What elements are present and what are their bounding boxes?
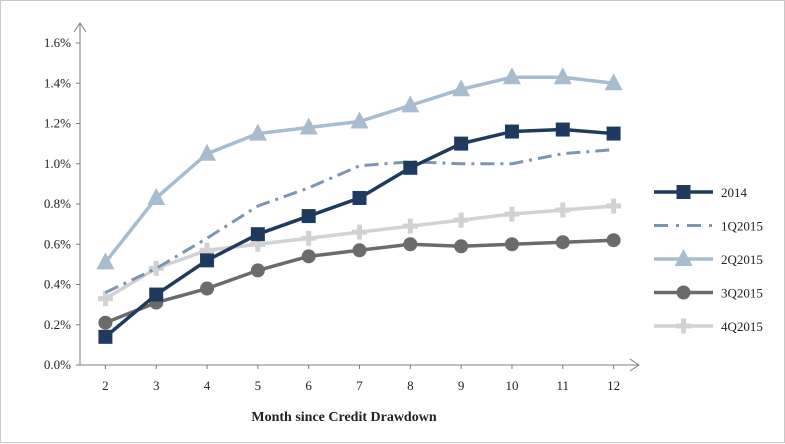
y-tick-label: 1.2% <box>44 116 71 131</box>
legend-item-2q2015: 2Q2015 <box>654 249 763 267</box>
legend-marker-2q2015 <box>674 249 693 266</box>
data-point-2q2015 <box>502 67 521 85</box>
legend-label-3q2015: 3Q2015 <box>721 286 763 301</box>
data-point-2014 <box>504 124 519 139</box>
legend-label-2014: 2014 <box>721 185 748 200</box>
data-point-4q2015 <box>402 218 418 234</box>
data-point-3q2015 <box>555 235 570 250</box>
legend-item-1q2015: 1Q2015 <box>654 219 763 234</box>
data-point-3q2015 <box>250 263 265 278</box>
data-point-4q2015 <box>555 202 571 218</box>
legend-label-4q2015: 4Q2015 <box>721 319 763 334</box>
series-2014 <box>98 122 621 344</box>
x-tick-label: 6 <box>305 378 312 393</box>
data-point-4q2015 <box>250 236 266 252</box>
legend-label-1q2015: 1Q2015 <box>721 219 763 234</box>
x-tick-label: 10 <box>505 378 518 393</box>
data-point-2q2015 <box>452 79 471 97</box>
x-axis-label: Month since Credit Drawdown <box>251 410 436 425</box>
data-point-2q2015 <box>553 67 572 85</box>
data-point-2014 <box>98 329 113 344</box>
y-tick-label: 1.6% <box>44 35 71 50</box>
data-point-2014 <box>301 209 316 224</box>
data-point-3q2015 <box>98 315 113 330</box>
series-3q2015 <box>98 233 621 330</box>
x-tick-label: 3 <box>153 378 160 393</box>
y-tick-label: 0.2% <box>44 317 71 332</box>
data-point-2014 <box>403 160 418 175</box>
axes: 0.0% 0.2% 0.4% 0.6% 0.8% 1.0% 1.2% 1.4% 1.6% 2 3 4 5… <box>44 22 640 393</box>
data-point-2014 <box>250 227 265 242</box>
x-tick-label: 9 <box>458 378 465 393</box>
data-point-2q2015 <box>350 111 369 129</box>
data-point-2q2015 <box>299 117 318 135</box>
y-tick-label: 0.8% <box>44 196 71 211</box>
series-line-1q2015 <box>104 148 614 294</box>
data-point-2014 <box>606 126 621 141</box>
series-2q2015 <box>96 67 623 270</box>
y-tick-label: 0.6% <box>44 236 71 251</box>
x-tick-label: 11 <box>557 378 570 393</box>
data-point-2014 <box>200 253 215 268</box>
legend-item-3q2015: 3Q2015 <box>654 285 763 301</box>
data-point-4q2015 <box>352 224 367 240</box>
data-point-2q2015 <box>96 252 115 270</box>
data-point-3q2015 <box>352 243 367 258</box>
legend-item-4q2015: 4Q2015 <box>654 318 763 334</box>
data-point-3q2015 <box>200 281 215 296</box>
data-point-2014 <box>352 190 367 205</box>
data-point-4q2015 <box>504 206 520 222</box>
data-point-2014 <box>454 136 469 151</box>
y-tick-label: 0.0% <box>44 357 71 372</box>
x-tick-label: 7 <box>356 378 363 393</box>
data-point-4q2015 <box>97 291 113 307</box>
legend-item-2014: 2014 <box>654 185 748 200</box>
data-point-3q2015 <box>504 237 519 252</box>
data-point-3q2015 <box>606 233 621 248</box>
data-point-4q2015 <box>199 242 215 258</box>
data-point-4q2015 <box>606 198 622 214</box>
x-axis-arrow <box>629 358 640 372</box>
data-point-2q2015 <box>147 187 166 205</box>
data-point-2q2015 <box>198 143 217 161</box>
x-tick-label: 8 <box>407 378 414 393</box>
data-point-2014 <box>555 122 570 137</box>
legend-marker-2014 <box>676 185 691 199</box>
series-layer <box>96 67 623 344</box>
x-tick-label: 2 <box>102 378 109 393</box>
y-axis-arrow <box>73 22 87 33</box>
data-point-3q2015 <box>301 249 316 264</box>
legend: 2014 1Q2015 2Q2015 3Q2015 4Q2015 <box>654 185 763 334</box>
data-point-2q2015 <box>401 95 420 113</box>
legend-marker-3q2015 <box>676 285 691 300</box>
y-tick-label: 1.0% <box>44 156 71 171</box>
data-point-4q2015 <box>148 260 164 276</box>
data-point-2q2015 <box>604 73 623 91</box>
y-tick-label: 0.4% <box>44 277 71 292</box>
legend-label-2q2015: 2Q2015 <box>721 252 763 267</box>
series-4q2015 <box>97 198 622 307</box>
x-tick-label: 5 <box>255 378 262 393</box>
x-tick-label: 4 <box>204 378 211 393</box>
data-point-2014 <box>149 287 164 302</box>
data-point-2q2015 <box>248 123 267 141</box>
legend-marker-4q2015 <box>676 318 691 334</box>
y-tick-label: 1.4% <box>44 75 71 90</box>
series-1q2015 <box>104 148 614 294</box>
data-point-3q2015 <box>454 239 469 254</box>
data-point-3q2015 <box>403 237 418 252</box>
data-point-4q2015 <box>453 212 469 228</box>
x-tick-label: 12 <box>607 378 620 393</box>
data-point-4q2015 <box>301 230 317 246</box>
